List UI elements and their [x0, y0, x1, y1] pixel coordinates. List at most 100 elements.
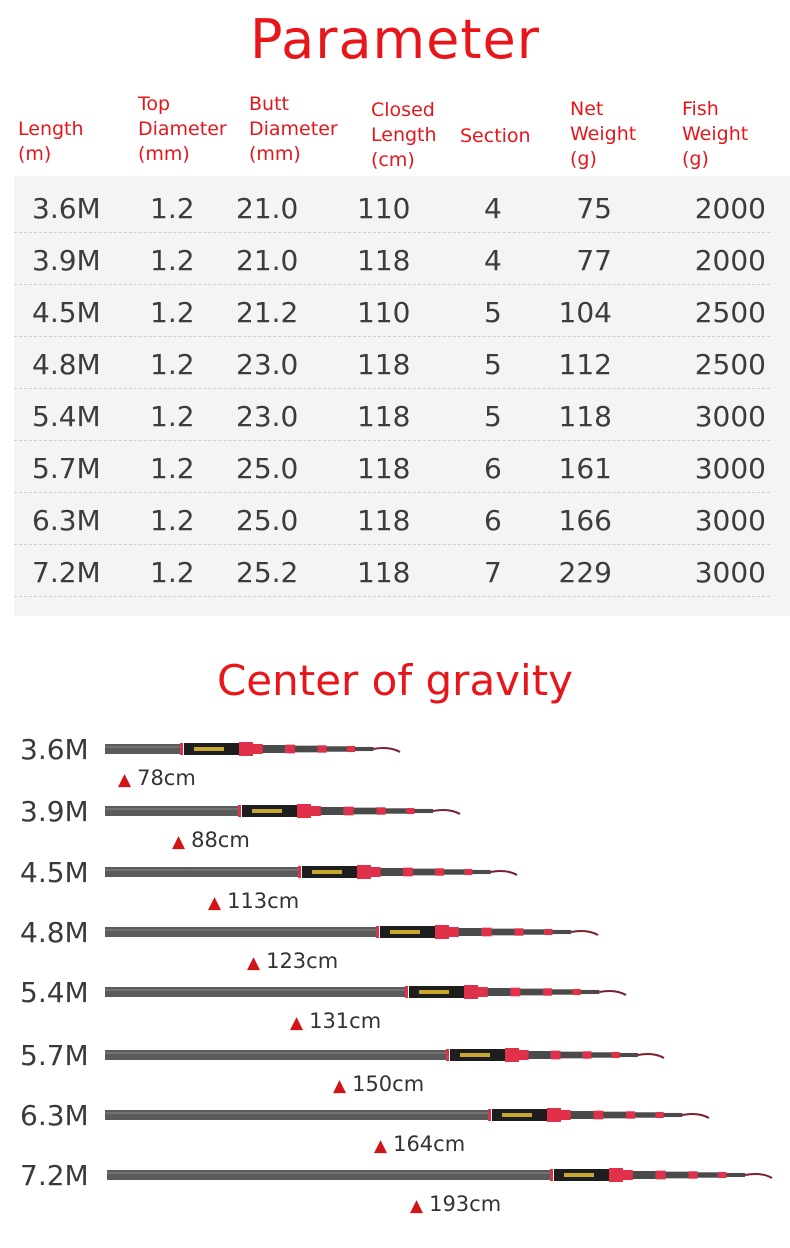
rod-section	[561, 1111, 594, 1119]
rod-ferrule	[376, 807, 386, 815]
rod-logo-badge	[547, 1108, 561, 1122]
table-cell: 112	[558, 348, 612, 381]
rod-logo	[390, 930, 420, 934]
rod-ferrule	[403, 867, 413, 877]
rod-row: 3.6M ▲ 78cm	[0, 733, 790, 803]
cog-value: 113cm	[227, 889, 300, 913]
table-cell: 104	[558, 296, 612, 329]
header-length: Length (m)	[18, 118, 84, 165]
rod-ferrule	[655, 1170, 666, 1180]
rod-image	[105, 1108, 710, 1122]
rod-ferrule	[550, 1050, 561, 1060]
rod-section	[688, 1172, 719, 1178]
table-cell: 1.2	[150, 296, 195, 329]
rod-butt-section	[105, 867, 298, 877]
gravity-title: Center of gravity	[216, 656, 574, 705]
rod-band	[238, 805, 241, 817]
table-cell: 75	[576, 192, 612, 225]
rod-section	[623, 1171, 656, 1179]
rod-section	[611, 1052, 638, 1058]
rod-section	[403, 868, 436, 876]
rod-image	[107, 1168, 773, 1182]
rod-butt-section	[105, 806, 238, 816]
rod-image	[105, 865, 518, 879]
table-row: 5.4M 1.2 23.0 118 5 118 3000	[14, 388, 770, 441]
cog-value: 78cm	[137, 766, 196, 790]
table-cell: 7.2M	[32, 556, 101, 589]
triangle-up-icon: ▲	[374, 1136, 388, 1156]
rod-ferrule	[688, 1171, 698, 1179]
table-cell: 118	[357, 504, 411, 537]
rod-tip	[373, 747, 401, 753]
table-cell: 110	[357, 296, 411, 329]
rod-logo-badge	[435, 925, 449, 939]
rod-section	[449, 928, 482, 936]
table-row: 7.2M 1.2 25.2 118 7 229 3000	[14, 544, 770, 597]
table-cell: 1.2	[150, 556, 195, 589]
parameter-title: Parameter	[250, 8, 540, 71]
table-cell: 1.2	[150, 452, 195, 485]
table-cell: 5.7M	[32, 452, 101, 485]
rod-logo	[194, 747, 224, 751]
table-cell: 2000	[694, 244, 766, 277]
rod-butt-section	[105, 987, 405, 997]
rod-ferrule	[510, 987, 521, 997]
rod-ferrule	[543, 988, 552, 996]
rod-image	[105, 804, 461, 818]
rod-tip	[490, 870, 518, 876]
rod-image	[105, 1048, 665, 1062]
rod-length-label: 3.9M	[20, 795, 89, 828]
table-cell: 7	[484, 556, 502, 589]
triangle-up-icon: ▲	[172, 832, 186, 852]
triangle-up-icon: ▲	[247, 953, 261, 973]
table-cell: 4	[484, 192, 502, 225]
table-cell: 166	[558, 504, 612, 537]
rod-tip	[432, 809, 461, 815]
rod-ferrule	[572, 988, 581, 996]
spec-table	[14, 176, 790, 616]
rod-image	[105, 925, 599, 939]
cog-value: 164cm	[393, 1132, 466, 1156]
cog-marker: ▲ 164cm	[374, 1132, 465, 1156]
rod-section	[519, 1051, 551, 1059]
rod-band	[488, 1109, 491, 1121]
table-cell: 21.0	[236, 244, 299, 277]
table-cell: 23.0	[236, 400, 299, 433]
rod-row: 5.4M ▲ 131cm	[0, 976, 790, 1046]
table-cell: 5	[484, 348, 502, 381]
cog-value: 131cm	[309, 1009, 382, 1033]
triangle-up-icon: ▲	[333, 1076, 347, 1096]
table-cell: 1.2	[150, 504, 195, 537]
table-cell: 5	[484, 400, 502, 433]
rod-row: 6.3M ▲ 164cm	[0, 1099, 790, 1169]
rod-section	[655, 1171, 689, 1179]
cog-marker: ▲ 123cm	[247, 949, 338, 973]
rod-butt-section	[105, 744, 180, 754]
rod-ferrule	[655, 1111, 664, 1119]
table-cell: 1.2	[150, 244, 195, 277]
table-cell: 1.2	[150, 400, 195, 433]
table-cell: 118	[357, 556, 411, 589]
rod-ferrule	[311, 806, 321, 816]
rod-length-label: 5.7M	[20, 1039, 89, 1072]
rod-band	[550, 1169, 553, 1181]
rod-butt-section	[105, 927, 376, 937]
rod-length-label: 7.2M	[20, 1159, 89, 1192]
table-cell: 6.3M	[32, 504, 101, 537]
rod-section	[543, 989, 573, 995]
rod-ferrule	[611, 1051, 620, 1059]
rod-butt-section	[105, 1110, 488, 1120]
rod-section	[406, 808, 434, 814]
cog-marker: ▲ 113cm	[208, 889, 299, 913]
rod-ferrule	[406, 807, 415, 815]
cog-marker: ▲ 193cm	[410, 1192, 501, 1216]
rod-logo-badge	[357, 865, 371, 879]
triangle-up-icon: ▲	[208, 893, 222, 913]
rod-logo	[419, 990, 449, 994]
rod-row: 4.5M ▲ 113cm	[0, 856, 790, 926]
table-cell: 118	[357, 348, 411, 381]
rod-tip	[570, 930, 599, 936]
table-cell: 3000	[694, 504, 766, 537]
rod-length-label: 6.3M	[20, 1099, 89, 1132]
table-cell: 3000	[694, 452, 766, 485]
